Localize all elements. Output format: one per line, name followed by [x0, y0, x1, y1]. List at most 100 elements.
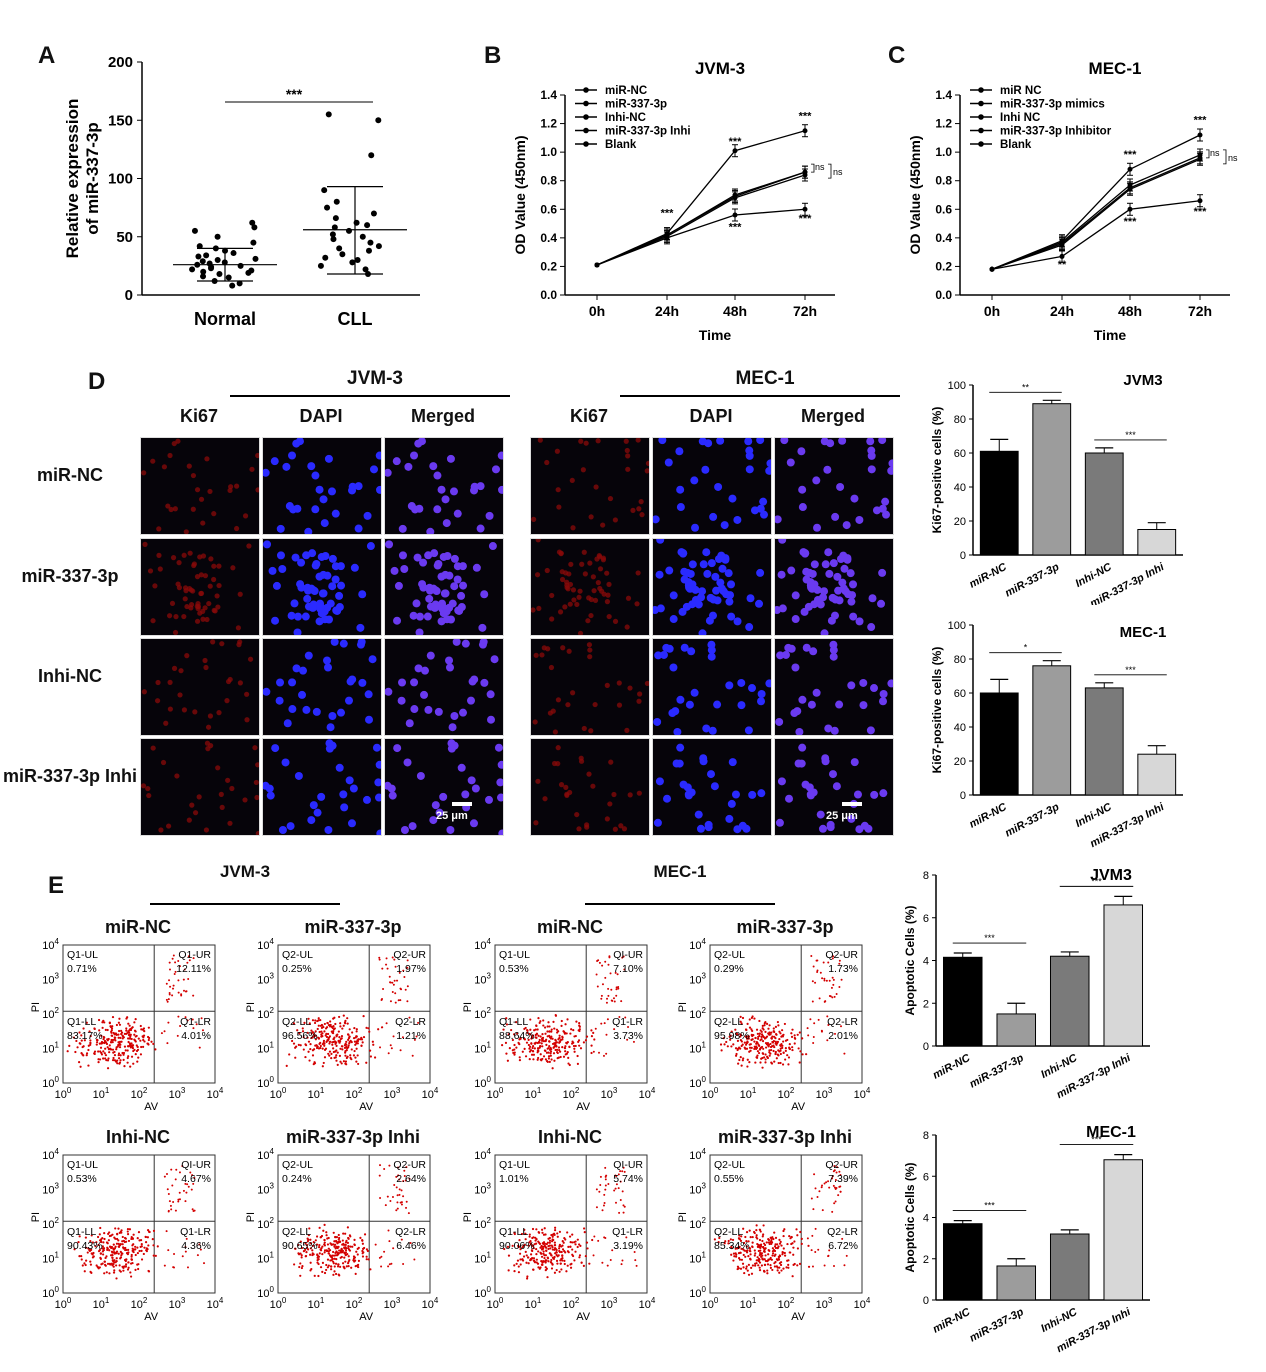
event-dot [319, 1018, 322, 1022]
event-dot [176, 1034, 179, 1037]
cell [805, 783, 814, 792]
event-dot [607, 987, 610, 990]
event-dot [604, 976, 607, 979]
event-dot [537, 1047, 540, 1050]
event-dot [363, 1233, 367, 1236]
event-dot [537, 1266, 540, 1269]
event-dot [89, 1041, 92, 1045]
data-point [214, 233, 221, 240]
cell [813, 523, 822, 532]
event-dot [742, 1057, 745, 1060]
y-axis-label: PI [462, 1002, 474, 1012]
event-dot [413, 1038, 416, 1041]
event-dot [517, 1271, 521, 1274]
cell [597, 554, 603, 560]
y-tick-label: 0.4 [935, 231, 952, 245]
cell [376, 829, 381, 835]
cell [727, 799, 736, 808]
micrograph-cells [141, 438, 259, 534]
x-tick-exponent: 1 [752, 1086, 757, 1095]
event-dot [551, 1042, 555, 1046]
cell [586, 642, 593, 648]
event-dot [762, 1233, 765, 1236]
event-dot [553, 1271, 557, 1274]
event-dot [174, 1178, 177, 1181]
event-dot [310, 1032, 313, 1035]
x-tick-exponent: 1 [105, 1296, 110, 1305]
event-dot [395, 1209, 398, 1212]
event-dot [812, 1035, 815, 1038]
data-point [225, 274, 232, 281]
quadrant-ul-name: Q2-UL [282, 1159, 313, 1171]
cell [400, 826, 409, 835]
cell [485, 511, 494, 520]
event-dot [564, 1050, 567, 1053]
quadrant-lr-name: Q2-LR [395, 1226, 426, 1238]
event-dot [344, 1251, 348, 1254]
event-dot [314, 1019, 317, 1022]
event-dot [79, 1065, 82, 1068]
event-dot [775, 1265, 778, 1268]
y-tick-label: 103 [257, 1182, 274, 1197]
event-dot [95, 1038, 99, 1041]
event-dot [532, 1268, 535, 1271]
event-dot [607, 994, 610, 997]
cell [688, 560, 697, 569]
event-dot [578, 1028, 581, 1031]
cell [713, 700, 722, 709]
cell [724, 569, 733, 578]
data-point [375, 243, 382, 250]
x-axis-label: AV [576, 1101, 591, 1113]
event-dot [563, 1259, 566, 1262]
event-dot [183, 989, 186, 992]
cell [372, 743, 381, 752]
event-dot [573, 1050, 576, 1053]
event-dot [114, 1036, 117, 1039]
event-dot [318, 1042, 321, 1046]
cell [604, 816, 610, 822]
cell [249, 466, 255, 472]
cell [155, 679, 161, 686]
event-dot [763, 1243, 767, 1247]
annotation: ** [1058, 259, 1067, 271]
cell [302, 705, 311, 714]
event-dot [119, 1036, 122, 1039]
cell [177, 692, 183, 698]
y-tick-exponent: 1 [702, 1251, 707, 1260]
cell [745, 465, 754, 474]
event-dot [756, 1256, 759, 1259]
cell [707, 770, 716, 779]
quadrant-ur-name: QI-UR [613, 1159, 643, 1171]
event-dot [323, 1244, 326, 1247]
micrograph-cells [263, 438, 381, 534]
event-dot [543, 1260, 547, 1263]
event-dot [602, 1054, 605, 1057]
event-dot [319, 1046, 322, 1050]
y-tick-label: 103 [474, 1182, 491, 1197]
quadrant-ur-value: 1.97% [396, 963, 426, 975]
event-dot [156, 1245, 159, 1248]
event-dot [761, 1257, 764, 1260]
event-dot [548, 1025, 551, 1028]
event-dot [741, 1059, 744, 1062]
x-axis-label: AV [359, 1311, 374, 1323]
event-dot [613, 1028, 616, 1031]
y-tick-exponent: 4 [487, 937, 492, 946]
cell [612, 826, 618, 832]
event-dot [324, 1034, 327, 1037]
event-dot [592, 1031, 595, 1035]
x-tick-exponent: 0 [282, 1086, 287, 1095]
event-dot [756, 1032, 759, 1035]
event-dot [98, 1029, 101, 1032]
quadrant-ll-name: Q1-LL [499, 1226, 528, 1238]
legend-label: Inhi-NC [605, 112, 646, 124]
cell [437, 572, 446, 581]
x-tick-label: 100 [702, 1086, 719, 1101]
event-dot [749, 1043, 752, 1046]
event-dot [171, 957, 174, 960]
cell [702, 548, 711, 557]
cell [658, 438, 667, 445]
event-dot [814, 1187, 817, 1190]
event-dot [828, 1249, 831, 1252]
event-dot [767, 1027, 770, 1030]
